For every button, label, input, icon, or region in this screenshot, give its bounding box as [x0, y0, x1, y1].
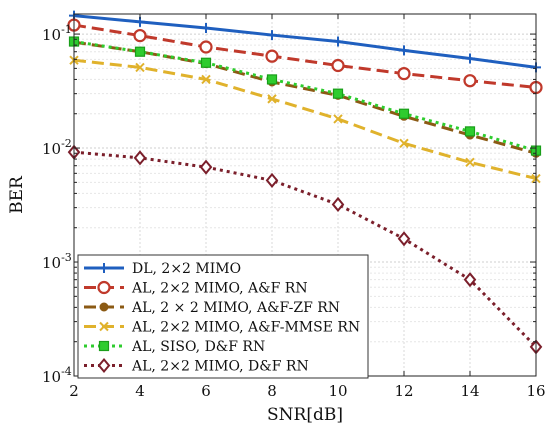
legend-box: [77, 254, 369, 379]
data-point: [463, 272, 477, 288]
data-point: [398, 108, 410, 119]
legend-marker: [97, 357, 111, 374]
data-point: [333, 36, 343, 47]
x-tick-label: 16: [526, 382, 545, 400]
data-point: [199, 159, 213, 175]
data-point: [135, 62, 145, 73]
data-point: [267, 94, 277, 104]
x-tick-label: 2: [69, 382, 79, 400]
x-tick-label: 8: [267, 382, 277, 400]
data-point: [201, 74, 211, 85]
data-point: [265, 172, 279, 188]
data-point: [397, 66, 411, 81]
legend-item: AL, 2×2 MIMO, A&F-MMSE RN: [84, 320, 360, 336]
data-point: [332, 88, 344, 99]
legend-label: AL, SISO, D&F RN: [131, 339, 265, 355]
data-point: [463, 74, 477, 88]
data-point: [399, 138, 409, 149]
data-point: [333, 114, 343, 124]
data-point: [397, 231, 411, 247]
legend-item: AL, 2 × 2 MIMO, A&F-ZF RN: [84, 300, 340, 316]
legend-marker: [99, 302, 109, 312]
data-point: [331, 58, 345, 73]
data-point: [200, 57, 212, 68]
series-line-3: [73, 58, 537, 181]
legend-item: AL, 2×2 MIMO, A&F RN: [84, 281, 308, 297]
legend: DL, 2×2 MIMO AL, 2×2 MIMO, A&F RN AL, 2 × …: [77, 254, 369, 379]
x-tick-label: 12: [394, 382, 413, 400]
legend-marker: [98, 340, 110, 352]
series-line-0: [73, 14, 537, 69]
series-line-5: [73, 150, 538, 348]
series-line-4: [73, 40, 537, 153]
x-tick-label: 4: [135, 382, 145, 400]
legend-item: AL, 2×2 MIMO, D&F RN: [84, 357, 309, 375]
x-tick-label: 6: [201, 382, 211, 400]
y-tick-label: 10-4: [42, 365, 72, 386]
legend-marker: [99, 321, 109, 332]
legend-marker: [97, 280, 111, 295]
data-point: [465, 53, 475, 64]
y-axis-label: BER: [7, 175, 27, 214]
data-point: [134, 46, 146, 57]
y-tick-label: 10-3: [42, 251, 72, 272]
data-point: [464, 126, 476, 137]
x-tick-label: 10: [328, 382, 347, 400]
legend-label: AL, 2 × 2 MIMO, A&F-ZF RN: [131, 300, 340, 316]
legend-label: AL, 2×2 MIMO, D&F RN: [131, 359, 309, 375]
data-point: [331, 196, 345, 213]
y-tick-label: 10-2: [42, 137, 72, 158]
data-point: [399, 45, 409, 56]
legend-item: DL, 2×2 MIMO: [84, 261, 241, 277]
data-point: [133, 150, 147, 166]
legend-label: AL, 2×2 MIMO, A&F-MMSE RN: [131, 320, 360, 336]
x-axis-label: SNR[dB]: [267, 405, 343, 425]
data-point: [199, 40, 213, 54]
x-tick-label: 14: [460, 382, 479, 400]
data-point: [201, 23, 211, 34]
data-point: [267, 30, 277, 41]
legend-label: AL, 2×2 MIMO, A&F RN: [131, 281, 308, 297]
legend-label: DL, 2×2 MIMO: [132, 261, 241, 277]
axis-ticks: 2 4 6 8 10 12 14 16 10-1 10-2 10-3 10-4: [42, 14, 546, 400]
legend-marker: [99, 263, 109, 273]
data-point: [265, 49, 279, 63]
data-point: [465, 157, 475, 167]
series-0: [69, 10, 541, 73]
data-point: [266, 74, 278, 85]
y-tick-label: 10-1: [42, 23, 72, 44]
legend-item: AL, SISO, D&F RN: [84, 339, 265, 355]
data-point: [133, 28, 147, 43]
series-line-1: [73, 23, 537, 89]
